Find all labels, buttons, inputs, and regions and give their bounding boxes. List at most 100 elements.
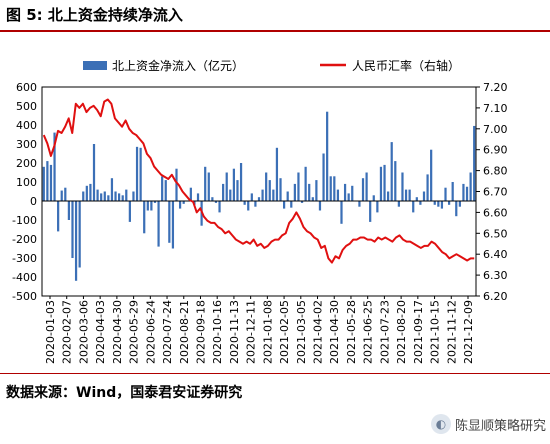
x-tick-label: 2021-05-28 <box>345 300 358 364</box>
bar <box>283 201 286 209</box>
bar <box>254 201 257 207</box>
bar <box>42 166 45 201</box>
bar <box>383 164 386 201</box>
x-tick-label: 2020-04-03 <box>94 300 107 364</box>
bar <box>412 201 415 213</box>
bar <box>218 201 221 213</box>
bar <box>358 201 361 207</box>
x-tick-label: 2021-11-12 <box>445 300 458 364</box>
bar <box>419 201 422 205</box>
bar <box>85 185 88 201</box>
right-tick-label: 6.40 <box>483 248 508 261</box>
combo-chart: 北上资金净流入（亿元） 人民币汇率（右轴） -500 -400 -300 -200 -1… <box>12 58 508 364</box>
x-tick-label: 2021-12-09 <box>462 300 475 364</box>
left-tick-label: -300 <box>12 252 37 265</box>
line-series <box>42 98 475 264</box>
bar <box>211 197 214 201</box>
bar <box>343 183 347 201</box>
plot-area-frame <box>41 86 477 297</box>
right-tick-label: 6.20 <box>483 290 508 303</box>
x-tick-label: 2020-01-03 <box>44 300 57 364</box>
bar <box>451 182 454 201</box>
legend-line-label: 人民币汇率（右轴） <box>352 58 460 73</box>
bar <box>293 183 296 201</box>
right-tick-label: 6.50 <box>483 227 508 240</box>
bar <box>89 183 92 201</box>
bar <box>100 193 103 201</box>
bar <box>426 174 429 201</box>
right-tick-label: 6.90 <box>483 144 508 157</box>
x-tick-label: 2021-02-05 <box>278 300 291 364</box>
bar <box>397 201 400 207</box>
bar <box>67 201 71 220</box>
bar <box>46 161 49 201</box>
bar <box>430 149 433 201</box>
bar <box>49 164 53 201</box>
right-tick-label: 6.80 <box>483 165 508 178</box>
x-tick-label: 2020-05-29 <box>128 300 141 364</box>
bar <box>361 178 365 201</box>
figure-title: 图 5: 北上资金持续净流入 <box>6 4 183 25</box>
left-tick-label: 0 <box>30 195 37 208</box>
bar <box>239 163 243 201</box>
x-tick-label: 2020-03-06 <box>77 300 90 364</box>
bar <box>225 172 228 201</box>
bar <box>340 201 343 224</box>
left-tick-label: 100 <box>16 176 37 189</box>
x-tick-label: 2020-12-11 <box>245 300 258 364</box>
bar <box>351 185 354 201</box>
bar <box>139 147 142 201</box>
bar <box>110 178 114 201</box>
left-tick-label: -400 <box>12 271 37 284</box>
bar <box>433 201 436 205</box>
bar <box>60 190 63 201</box>
bar <box>300 201 304 203</box>
bar <box>290 201 293 208</box>
wechat-logo-icon: ◐ <box>430 414 451 434</box>
watermark-text: 陈显顺策略研究 <box>454 418 546 434</box>
bar <box>78 201 81 268</box>
left-tick-label: -100 <box>12 214 37 227</box>
bar <box>261 189 264 201</box>
bar <box>92 144 96 201</box>
left-tick-label: 400 <box>16 119 37 132</box>
bar <box>444 187 447 201</box>
bar <box>153 201 157 203</box>
bar <box>157 201 160 247</box>
legend-bar-label: 北上资金净流入（亿元） <box>112 58 244 73</box>
x-tick-label: 2020-06-24 <box>144 300 157 364</box>
bar <box>118 193 121 201</box>
right-tick-label: 6.60 <box>483 206 508 219</box>
title-divider <box>0 30 550 32</box>
x-tick-label: 2021-01-08 <box>261 300 274 364</box>
bar <box>326 111 329 201</box>
bar <box>372 195 375 201</box>
bar <box>178 201 182 209</box>
right-axis: 6.20 6.30 6.40 6.50 6.60 6.70 6.80 6.90 7.00 7.10… <box>476 81 508 303</box>
bar <box>222 183 225 201</box>
x-tick-label: 2021-09-17 <box>412 300 425 364</box>
bar <box>125 189 128 201</box>
source-divider <box>0 373 550 374</box>
left-axis: -500 -400 -300 -200 -100 0 100 200 300 400 500 600 <box>12 81 37 303</box>
bar <box>315 180 318 201</box>
bar <box>53 132 56 201</box>
left-tick-label: 600 <box>16 81 37 94</box>
x-tick-label: 2020-02-07 <box>61 300 74 364</box>
bar <box>207 172 210 201</box>
bar <box>376 201 379 213</box>
bar <box>458 201 461 207</box>
bar <box>469 172 472 201</box>
bar <box>71 201 74 258</box>
bar <box>243 201 246 205</box>
bar <box>286 191 289 201</box>
bar <box>189 187 192 201</box>
bar <box>447 201 451 205</box>
bar <box>415 197 418 201</box>
bar <box>462 183 465 201</box>
bar <box>394 161 397 201</box>
bar <box>182 201 185 204</box>
right-tick-label: 7.00 <box>483 123 508 136</box>
x-tick-label: 2021-03-05 <box>295 300 308 364</box>
bar <box>390 142 393 201</box>
